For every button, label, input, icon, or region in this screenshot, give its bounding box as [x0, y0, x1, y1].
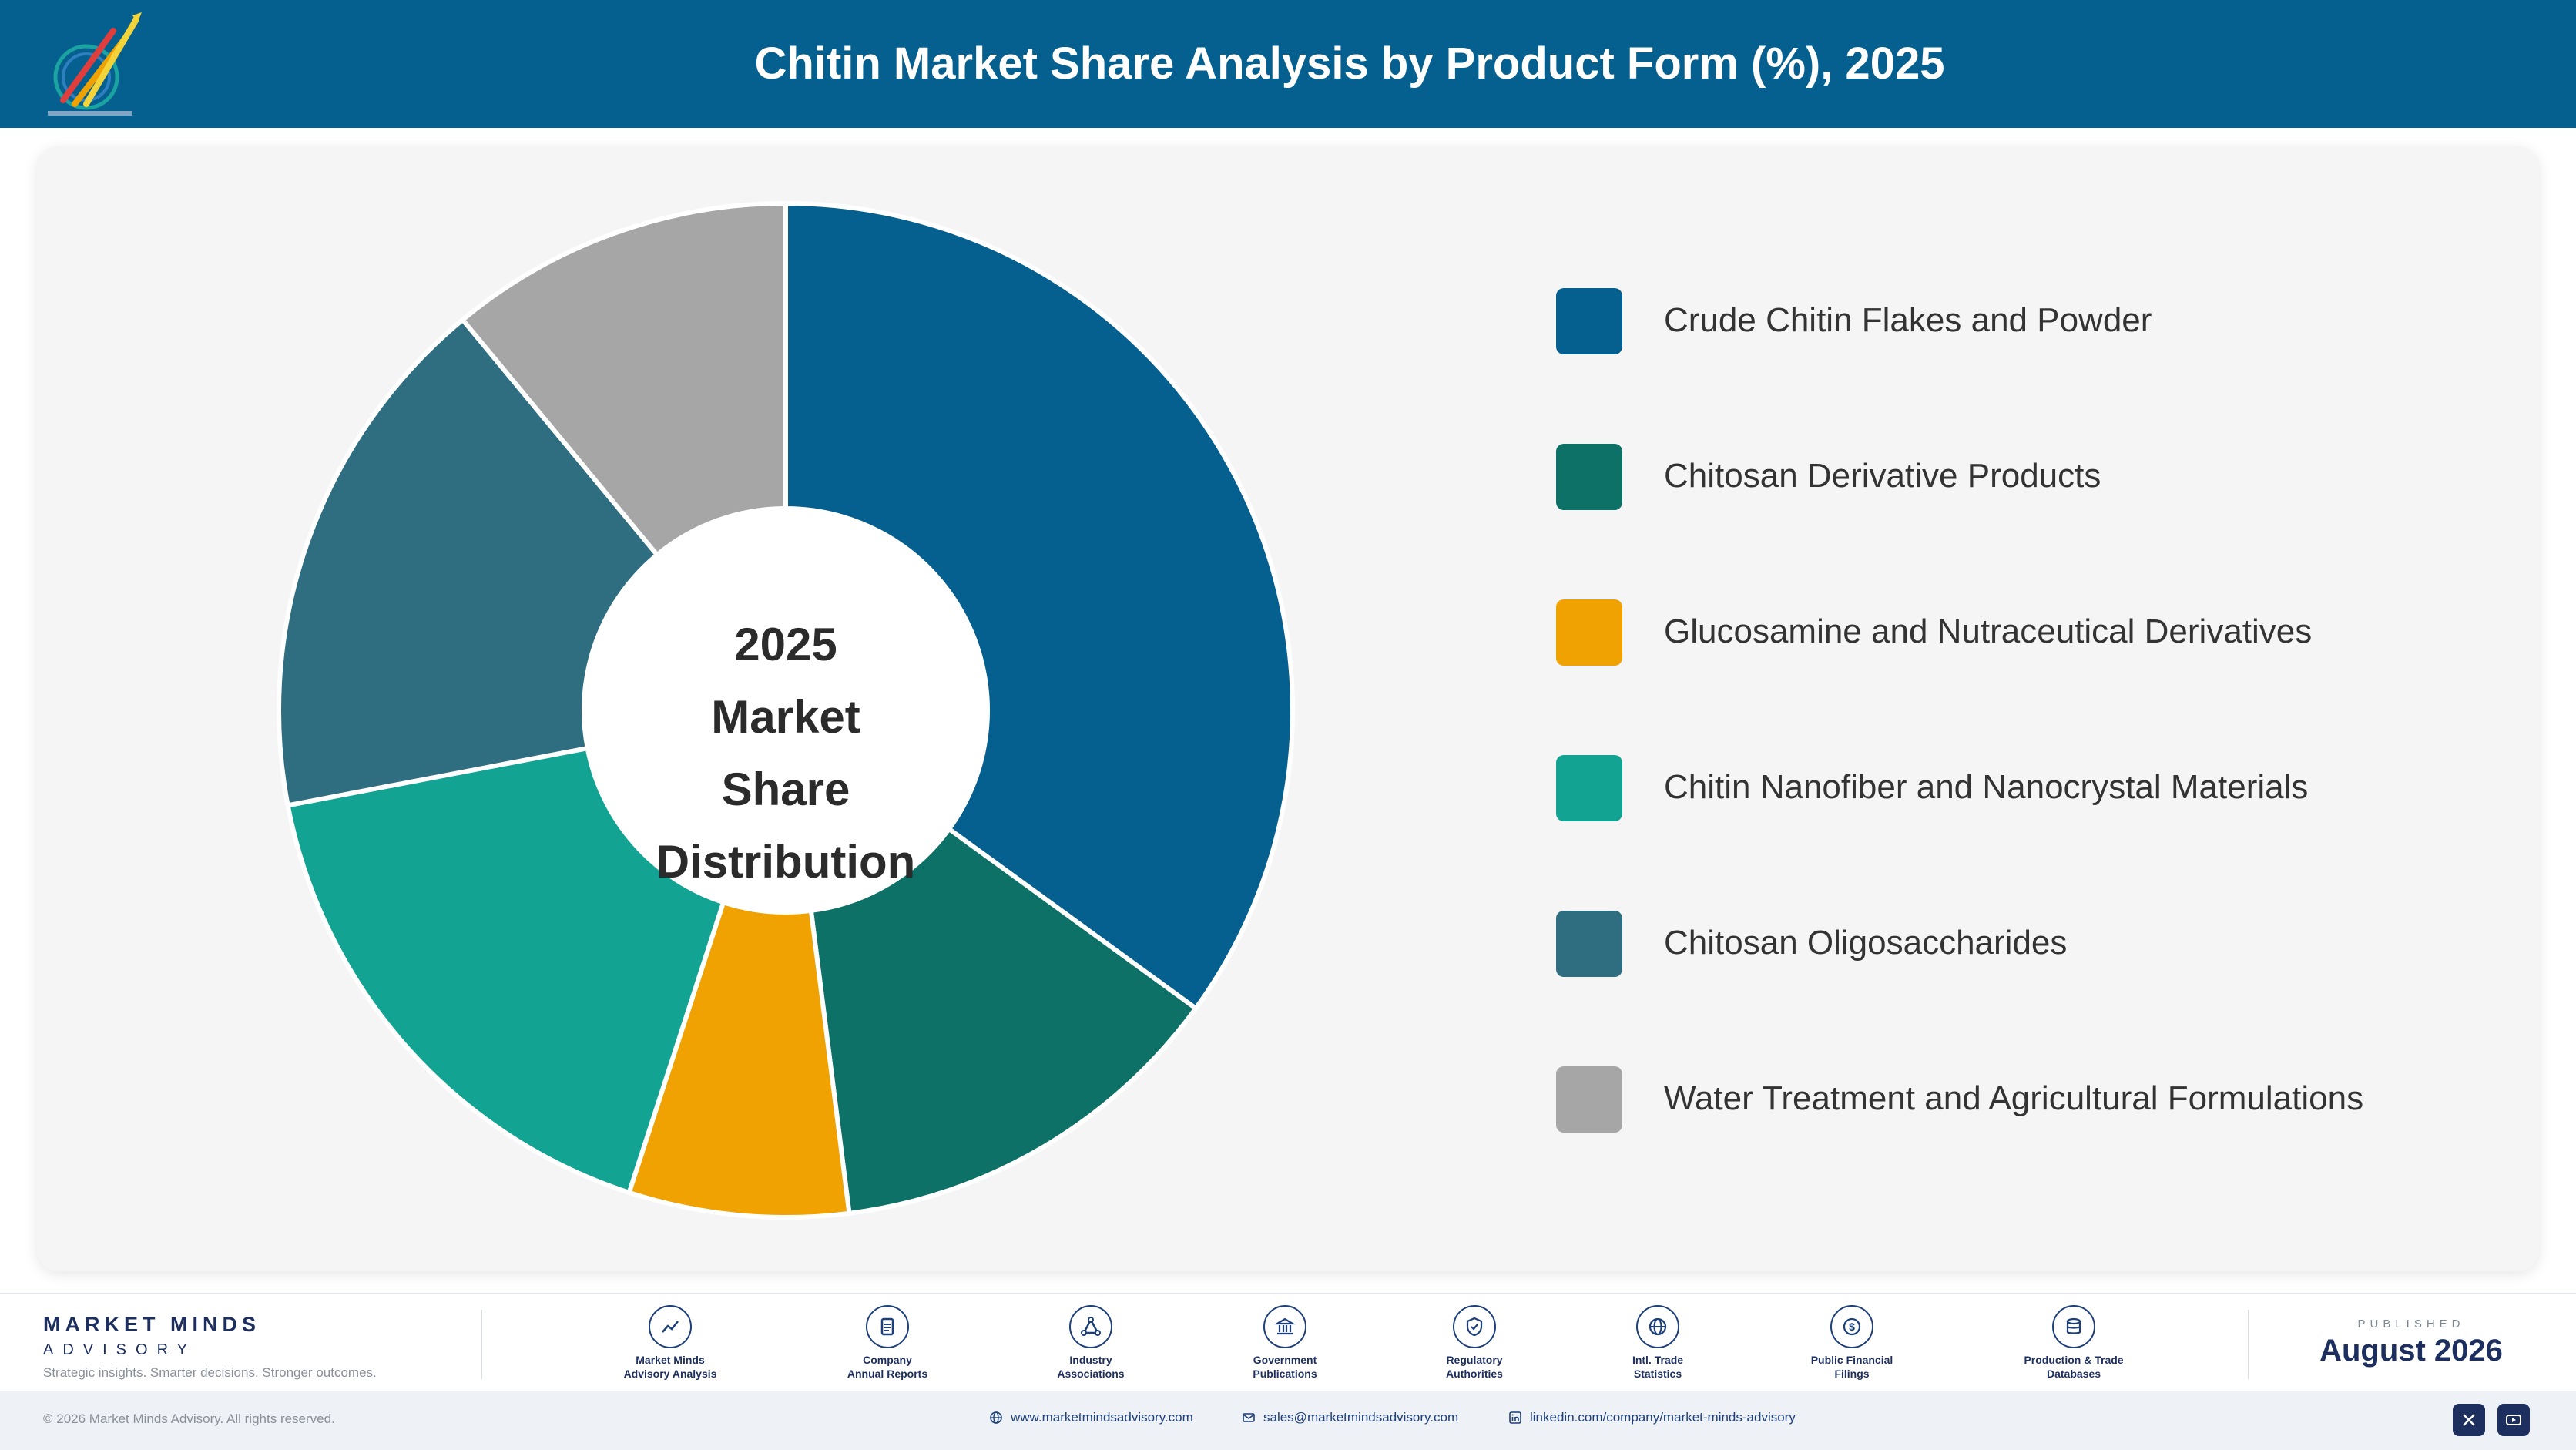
source-label: Company [863, 1354, 912, 1366]
pie-slice [285, 745, 726, 1196]
source-label: Statistics [1633, 1368, 1682, 1380]
legend-label: Chitosan Derivative Products [1664, 457, 2101, 495]
brand-name: MARKET MINDS [43, 1313, 260, 1336]
email-text: sales@marketmindsadvisory.com [1263, 1410, 1459, 1425]
source-item: $ Public Financial Filings [1775, 1305, 1929, 1381]
website-text: www.marketmindsadvisory.com [1011, 1410, 1193, 1425]
document-icon [866, 1305, 909, 1348]
building-icon [1263, 1305, 1306, 1348]
legend-swatch [1556, 288, 1622, 354]
legend-item: Crude Chitin Flakes and Powder [1556, 285, 2480, 441]
dollar-icon: $ [1830, 1305, 1873, 1348]
email-link[interactable]: sales@marketmindsadvisory.com [1242, 1410, 1458, 1425]
legend-item: Chitosan Derivative Products [1556, 441, 2480, 596]
legend-label: Chitosan Oligosaccharides [1664, 924, 2068, 962]
company-logo-icon [48, 12, 142, 116]
network-icon [1069, 1305, 1112, 1348]
globe-icon [990, 1411, 1002, 1424]
source-label: Databases [2046, 1368, 2101, 1380]
source-label: Filings [1834, 1368, 1870, 1380]
legend-swatch [1556, 911, 1622, 977]
legend-label: Glucosamine and Nutraceutical Derivative… [1664, 613, 2313, 650]
source-label: Authorities [1446, 1368, 1503, 1380]
chart-title: Chitin Market Share Analysis by Product … [754, 39, 1945, 89]
source-label: Industry [1069, 1354, 1112, 1366]
donut-hole [584, 509, 988, 912]
legend-swatch [1556, 1066, 1622, 1133]
x-social-icon[interactable] [2453, 1404, 2485, 1436]
legend-label: Chitin Nanofiber and Nanocrystal Materia… [1664, 768, 2309, 806]
header-bar: Chitin Market Share Analysis by Product … [0, 0, 2576, 128]
source-item: Intl. Trade Statistics [1581, 1305, 1735, 1381]
source-item: Government Publications [1208, 1305, 1362, 1381]
center-label-year: 2025 [734, 619, 837, 670]
database-icon [2052, 1305, 2095, 1348]
legend-swatch [1556, 755, 1622, 821]
source-label: Public Financial [1810, 1354, 1893, 1366]
legend-item: Water Treatment and Agricultural Formula… [1556, 1063, 2480, 1219]
source-item: Regulatory Authorities [1397, 1305, 1551, 1381]
source-label: Associations [1057, 1368, 1125, 1380]
published-block: PUBLISHED August 2026 [2311, 1317, 2511, 1368]
source-label: Government [1253, 1354, 1317, 1366]
website-link[interactable]: www.marketmindsadvisory.com [989, 1410, 1193, 1425]
legend-label: Water Treatment and Agricultural Formula… [1664, 1079, 2364, 1117]
legend-item: Glucosamine and Nutraceutical Derivative… [1556, 596, 2480, 752]
linkedin-text: linkedin.com/company/market-minds-adviso… [1530, 1410, 1796, 1425]
published-date: August 2026 [2319, 1334, 2503, 1368]
source-label: Market Minds [636, 1354, 705, 1366]
footer-divider [481, 1310, 482, 1379]
source-label: Production & Trade [2024, 1354, 2124, 1366]
source-item: Market Minds Advisory Analysis [593, 1305, 747, 1381]
brand-tagline: Strategic insights. Smarter decisions. S… [43, 1365, 377, 1380]
source-label: Regulatory [1446, 1354, 1503, 1366]
mail-icon [1243, 1413, 1255, 1422]
source-label: Intl. Trade [1632, 1354, 1684, 1366]
center-label-line3: Distribution [656, 836, 916, 888]
donut-center-label: 2025 Market Share Distribution [647, 609, 924, 888]
globe-icon [1636, 1305, 1679, 1348]
trend-icon [649, 1305, 692, 1348]
source-item: Industry Associations [1014, 1305, 1168, 1381]
legend-item: Chitin Nanofiber and Nanocrystal Materia… [1556, 752, 2480, 908]
shield-icon [1453, 1305, 1496, 1348]
legend-swatch [1556, 599, 1622, 666]
source-label: Advisory Analysis [623, 1368, 717, 1380]
brand-subtitle: ADVISORY [43, 1341, 196, 1358]
youtube-icon[interactable] [2497, 1404, 2530, 1436]
published-label: PUBLISHED [2357, 1317, 2465, 1331]
source-item: Company Annual Reports [810, 1305, 964, 1381]
source-label: Publications [1253, 1368, 1317, 1380]
bottom-bar: © 2026 Market Minds Advisory. All rights… [0, 1391, 2576, 1450]
legend-item: Chitosan Oligosaccharides [1556, 908, 2480, 1063]
source-item: Production & Trade Databases [1997, 1305, 2151, 1381]
legend-swatch [1556, 444, 1622, 510]
center-label-line2: Market Share [711, 691, 860, 815]
source-label: Annual Reports [847, 1368, 928, 1380]
footer-brand: MARKET MINDS ADVISORY Strategic insights… [43, 1313, 377, 1381]
linkedin-link[interactable]: linkedin.com/company/market-minds-adviso… [1508, 1410, 1796, 1425]
footer-divider [2248, 1310, 2249, 1379]
copyright-text: © 2026 Market Minds Advisory. All rights… [43, 1411, 335, 1426]
linkedin-icon [1509, 1411, 1521, 1424]
chart-legend: Crude Chitin Flakes and Powder Chitosan … [1556, 285, 2480, 1219]
svg-text:$: $ [1849, 1321, 1855, 1333]
legend-label: Crude Chitin Flakes and Powder [1664, 301, 2152, 339]
